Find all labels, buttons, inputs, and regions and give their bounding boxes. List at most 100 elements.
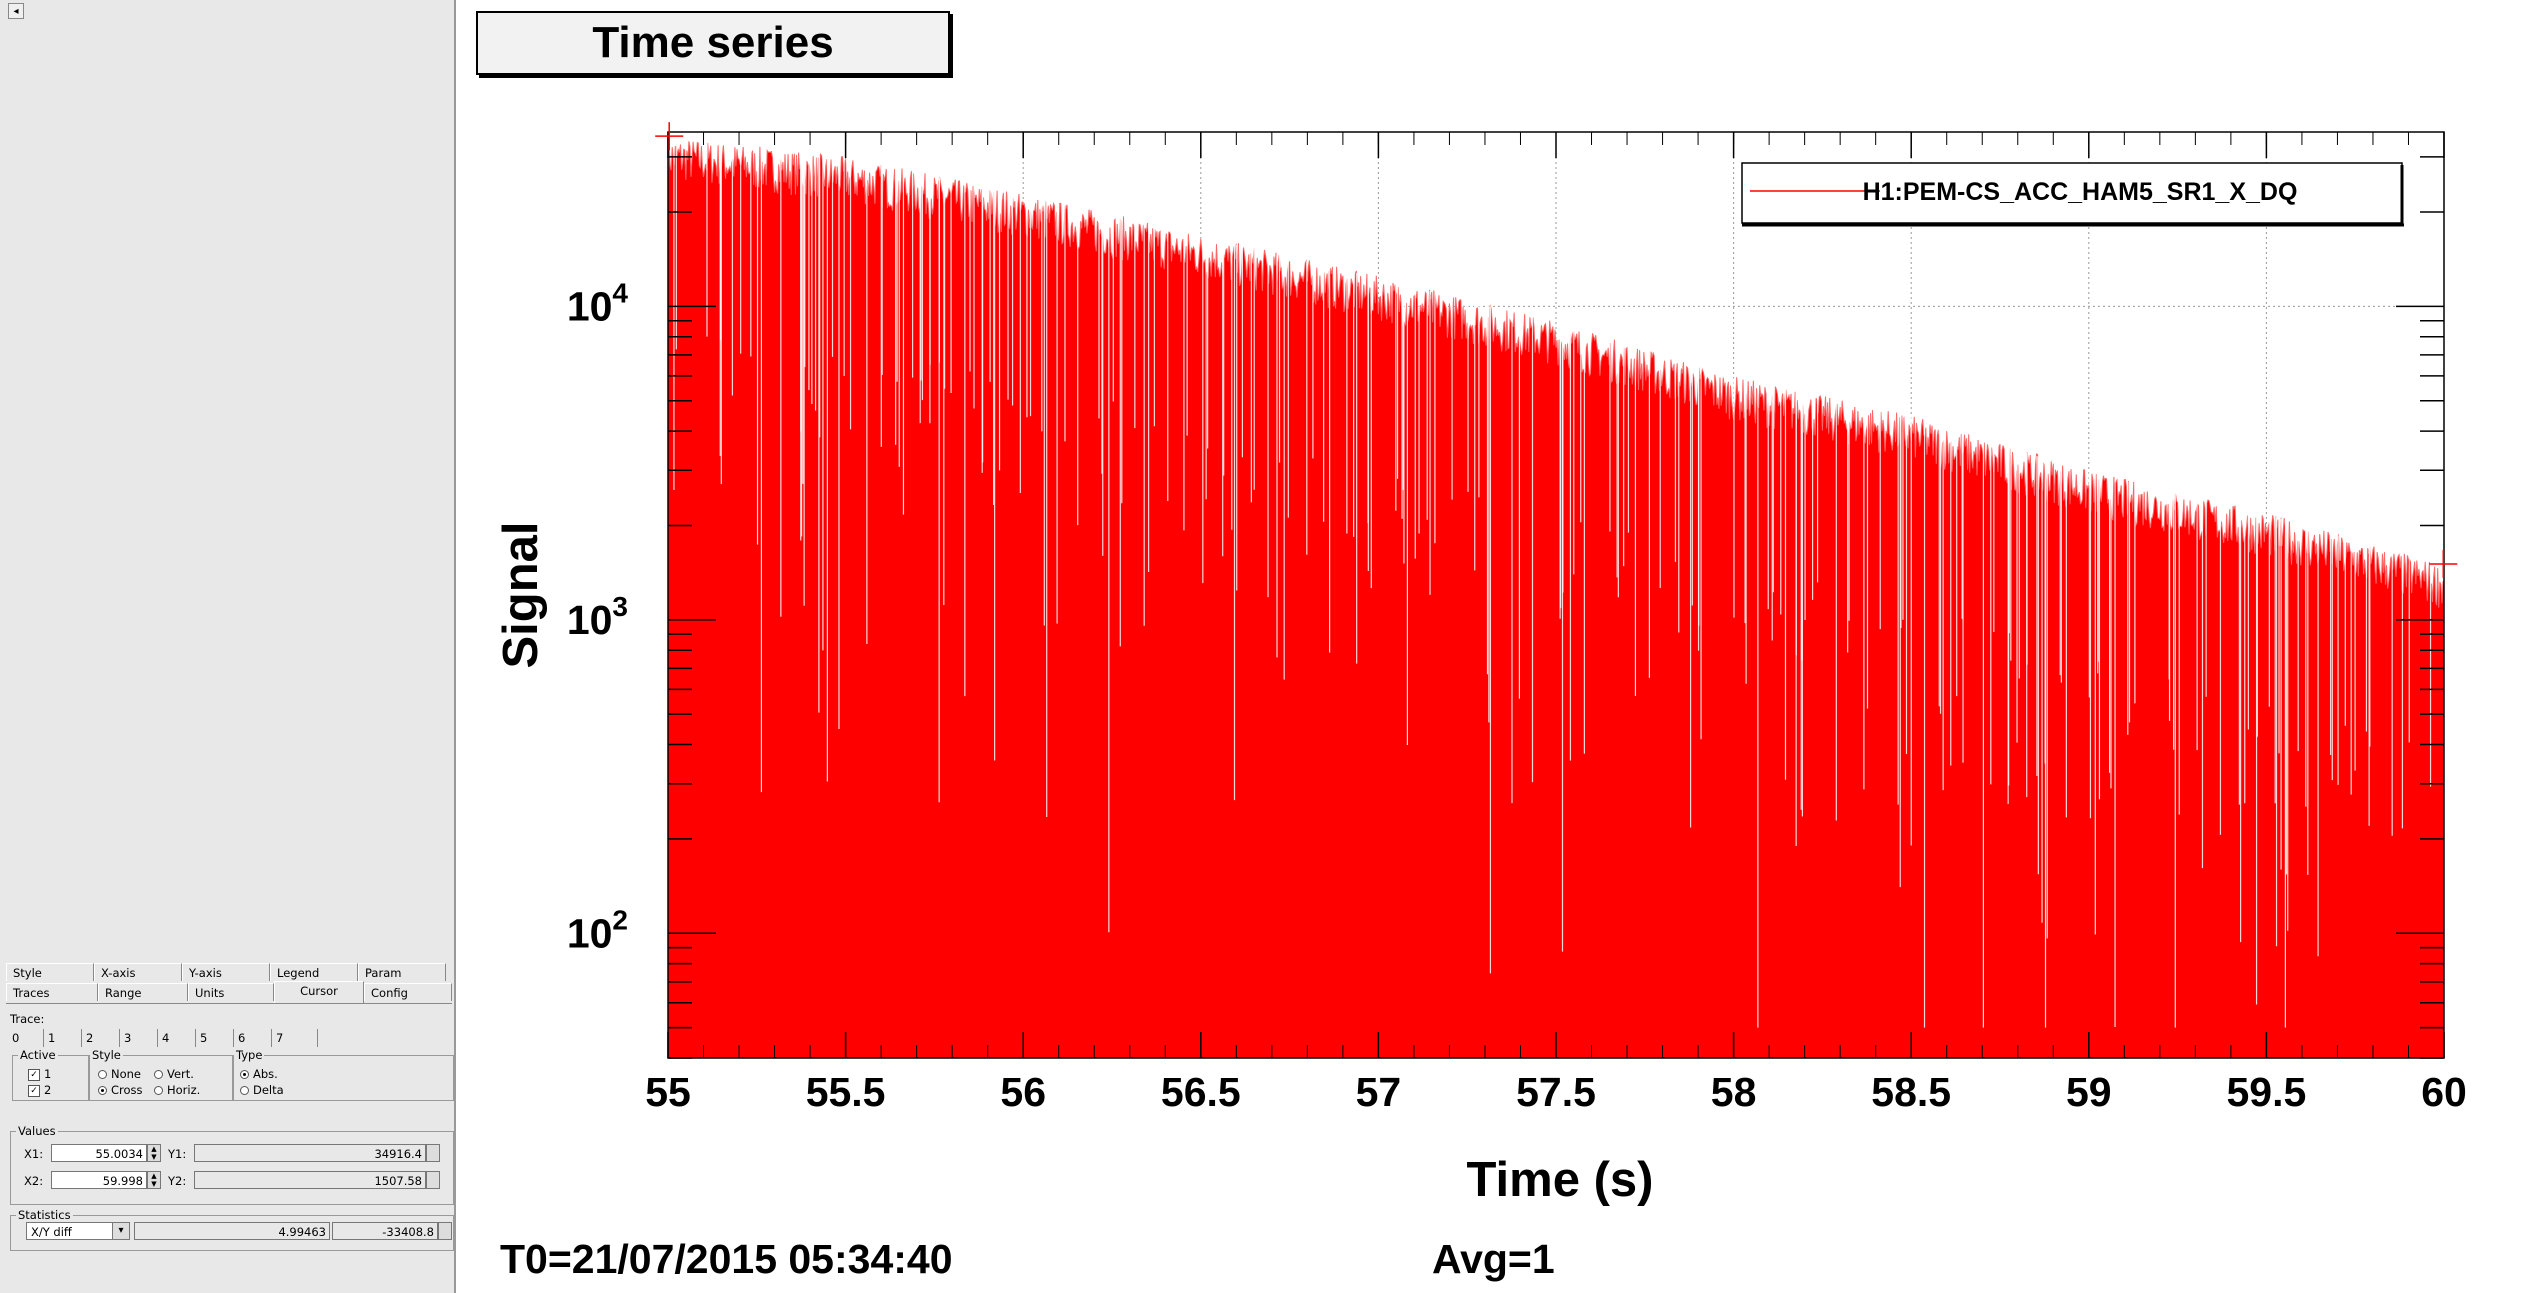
tab-cursor[interactable]: Cursor bbox=[274, 981, 364, 1003]
x1-input[interactable]: 55.0034 bbox=[51, 1144, 147, 1162]
collapse-panel-button[interactable]: ◂ bbox=[8, 3, 24, 19]
x2-spinner[interactable]: ▲ ▼ bbox=[147, 1171, 161, 1189]
y2-label: Y2: bbox=[168, 1174, 187, 1188]
trace-tab-6[interactable]: 6 bbox=[234, 1029, 272, 1047]
trace-tab-7[interactable]: 7 bbox=[272, 1029, 318, 1047]
x-tick-label: 57.5 bbox=[1516, 1069, 1596, 1115]
tab-param[interactable]: Param bbox=[358, 963, 446, 981]
statistics-button[interactable] bbox=[438, 1222, 452, 1240]
legend: H1:PEM-CS_ACC_HAM5_SR1_X_DQ bbox=[1741, 162, 2404, 227]
dropdown-arrow-icon[interactable]: ▾ bbox=[112, 1222, 130, 1240]
trace-tab-4[interactable]: 4 bbox=[158, 1029, 196, 1047]
legend-entry: H1:PEM-CS_ACC_HAM5_SR1_X_DQ bbox=[1863, 178, 2298, 206]
y1-button[interactable] bbox=[426, 1144, 440, 1162]
radio-icon[interactable] bbox=[240, 1070, 249, 1079]
values-group bbox=[10, 1131, 454, 1205]
tab-style[interactable]: Style bbox=[6, 963, 94, 981]
x-axis-label: Time (s) bbox=[1467, 1153, 1654, 1207]
signal-envelope bbox=[668, 138, 2444, 608]
tab-divider bbox=[6, 1003, 452, 1004]
x1-label: X1: bbox=[24, 1147, 44, 1161]
active-group-label: Active bbox=[18, 1048, 58, 1062]
y-tick-label: 102 bbox=[567, 904, 628, 956]
y2-button[interactable] bbox=[426, 1171, 440, 1189]
x-tick-label: 58 bbox=[1711, 1069, 1757, 1115]
x-tick-label: 60 bbox=[2421, 1069, 2467, 1115]
y-tick-label: 103 bbox=[567, 591, 628, 643]
tab-y-axis[interactable]: Y-axis bbox=[182, 963, 270, 981]
x-tick-label: 58.5 bbox=[1871, 1069, 1951, 1115]
radio-icon[interactable] bbox=[154, 1086, 163, 1095]
t0-timestamp: T0=21/07/2015 05:34:40 bbox=[500, 1236, 953, 1282]
y1-value: 34916.4 bbox=[194, 1144, 426, 1162]
radio-icon[interactable] bbox=[98, 1086, 107, 1095]
radio-icon[interactable] bbox=[98, 1070, 107, 1079]
chart-title: Time series bbox=[476, 11, 950, 75]
active-cursor-2[interactable]: ✓ 2 bbox=[28, 1083, 51, 1097]
active-cursor-1[interactable]: ✓ 1 bbox=[28, 1067, 51, 1081]
type-group bbox=[232, 1055, 454, 1101]
type-delta-radio[interactable]: Delta bbox=[240, 1083, 284, 1097]
control-panel: ◂ Style X-axis Y-axis Legend Param Trace… bbox=[0, 0, 456, 1293]
trace-tab-5[interactable]: 5 bbox=[196, 1029, 234, 1047]
signal-area bbox=[668, 139, 2444, 1058]
y-tick-label: 104 bbox=[567, 277, 629, 329]
trace-tab-2[interactable]: 2 bbox=[82, 1029, 120, 1047]
tab-legend[interactable]: Legend bbox=[270, 963, 358, 981]
values-group-label: Values bbox=[16, 1124, 58, 1138]
x2-label: X2: bbox=[24, 1174, 44, 1188]
active-cursor-1-label: 1 bbox=[44, 1067, 52, 1081]
x1-spinner[interactable]: ▲ ▼ bbox=[147, 1144, 161, 1162]
active-cursor-2-label: 2 bbox=[44, 1083, 52, 1097]
style-horiz-label: Horiz. bbox=[167, 1083, 201, 1097]
style-cross-radio[interactable]: Cross bbox=[98, 1083, 143, 1097]
radio-icon[interactable] bbox=[240, 1086, 249, 1095]
statistics-mode-value: X/Y diff bbox=[31, 1225, 72, 1239]
x-tick-label: 56 bbox=[1000, 1069, 1046, 1115]
trace-tab-0[interactable]: 0 bbox=[8, 1029, 44, 1047]
type-abs-radio[interactable]: Abs. bbox=[240, 1067, 278, 1081]
style-vert-label: Vert. bbox=[167, 1067, 194, 1081]
style-cross-label: Cross bbox=[111, 1083, 143, 1097]
style-group-label: Style bbox=[90, 1048, 123, 1062]
statistics-group bbox=[10, 1215, 454, 1251]
y-axis-label: Signal bbox=[494, 521, 548, 668]
y2-value: 1507.58 bbox=[194, 1171, 426, 1189]
trace-label: Trace: bbox=[10, 1012, 45, 1026]
style-horiz-radio[interactable]: Horiz. bbox=[154, 1083, 200, 1097]
options-panel: Style X-axis Y-axis Legend Param Traces … bbox=[6, 963, 454, 1289]
tab-units[interactable]: Units bbox=[188, 983, 274, 1001]
series-layer bbox=[668, 138, 2444, 1058]
tab-config[interactable]: Config bbox=[364, 983, 452, 1001]
trace-tab-1[interactable]: 1 bbox=[44, 1029, 82, 1047]
average-count: Avg=1 bbox=[1432, 1236, 1555, 1282]
trace-tab-3[interactable]: 3 bbox=[120, 1029, 158, 1047]
checkbox-icon[interactable]: ✓ bbox=[28, 1084, 40, 1097]
x-tick-label: 56.5 bbox=[1161, 1069, 1241, 1115]
style-vert-radio[interactable]: Vert. bbox=[154, 1067, 194, 1081]
tab-range[interactable]: Range bbox=[98, 983, 188, 1001]
x-tick-label: 59 bbox=[2066, 1069, 2112, 1115]
type-group-label: Type bbox=[234, 1048, 265, 1062]
type-delta-label: Delta bbox=[253, 1083, 284, 1097]
radio-icon[interactable] bbox=[154, 1070, 163, 1079]
type-abs-label: Abs. bbox=[253, 1067, 278, 1081]
statistics-group-label: Statistics bbox=[16, 1208, 73, 1222]
style-none-radio[interactable]: None bbox=[98, 1067, 141, 1081]
x-tick-label: 55.5 bbox=[806, 1069, 886, 1115]
x2-input[interactable]: 59.998 bbox=[51, 1171, 147, 1189]
tab-x-axis[interactable]: X-axis bbox=[94, 963, 182, 981]
x-tick-label: 59.5 bbox=[2226, 1069, 2306, 1115]
y1-label: Y1: bbox=[168, 1147, 187, 1161]
statistics-dy-value: -33408.8 bbox=[332, 1222, 438, 1240]
tab-traces[interactable]: Traces bbox=[6, 983, 98, 1001]
statistics-dx-value: 4.99463 bbox=[134, 1222, 330, 1240]
x-tick-label: 55 bbox=[645, 1069, 691, 1115]
x-tick-label: 57 bbox=[1356, 1069, 1402, 1115]
style-group bbox=[88, 1055, 234, 1101]
checkbox-icon[interactable]: ✓ bbox=[28, 1068, 40, 1081]
statistics-mode-select[interactable]: X/Y diff bbox=[26, 1222, 116, 1240]
style-none-label: None bbox=[111, 1067, 142, 1081]
chart-axes: 55 55.5 56 56.5 57 57.5 58 58.5 59 59.5 60 102 103 10… bbox=[567, 122, 2467, 1115]
